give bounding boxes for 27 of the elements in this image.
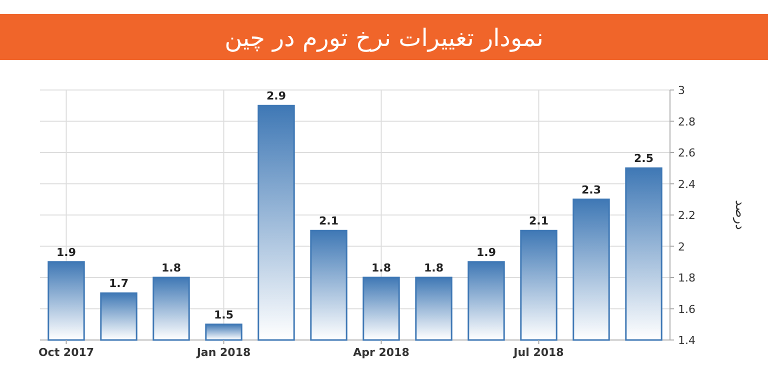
data-label: 1.7 — [109, 277, 128, 290]
data-label: 2.5 — [634, 152, 654, 166]
y-tick-label: 2.6 — [678, 146, 696, 160]
chart-title: نمودار تغییرات نرخ تورم در چین — [224, 24, 544, 52]
y-tick-label: 2 — [678, 240, 685, 254]
y-tick-label: 2.8 — [678, 115, 696, 128]
y-tick-label: 3 — [678, 84, 685, 97]
y-tick-label: 2.2 — [678, 209, 696, 222]
y-axis-title: درصد — [732, 200, 747, 230]
x-tick-label: Jan 2018 — [196, 346, 251, 359]
data-label: 2.1 — [319, 214, 338, 228]
data-label: 1.5 — [214, 308, 234, 322]
x-tick-label: Oct 2017 — [38, 346, 94, 359]
y-tick-label: 2.4 — [678, 178, 696, 191]
y-tick-label: 1.8 — [678, 272, 696, 284]
data-label: 2.3 — [582, 183, 601, 196]
data-label: 2.1 — [529, 214, 548, 228]
y-tick-label: 1.6 — [678, 302, 696, 316]
data-label: 1.8 — [162, 262, 181, 274]
data-label: 2.9 — [266, 90, 286, 103]
data-label: 1.9 — [476, 246, 496, 259]
data-label: 1.9 — [56, 246, 76, 259]
x-tick-label: Apr 2018 — [353, 346, 410, 359]
data-label: 1.8 — [372, 262, 391, 274]
x-tick-label: Jul 2018 — [512, 346, 564, 359]
y-tick-label: 1.4 — [678, 334, 696, 347]
data-label: 1.8 — [424, 262, 444, 274]
